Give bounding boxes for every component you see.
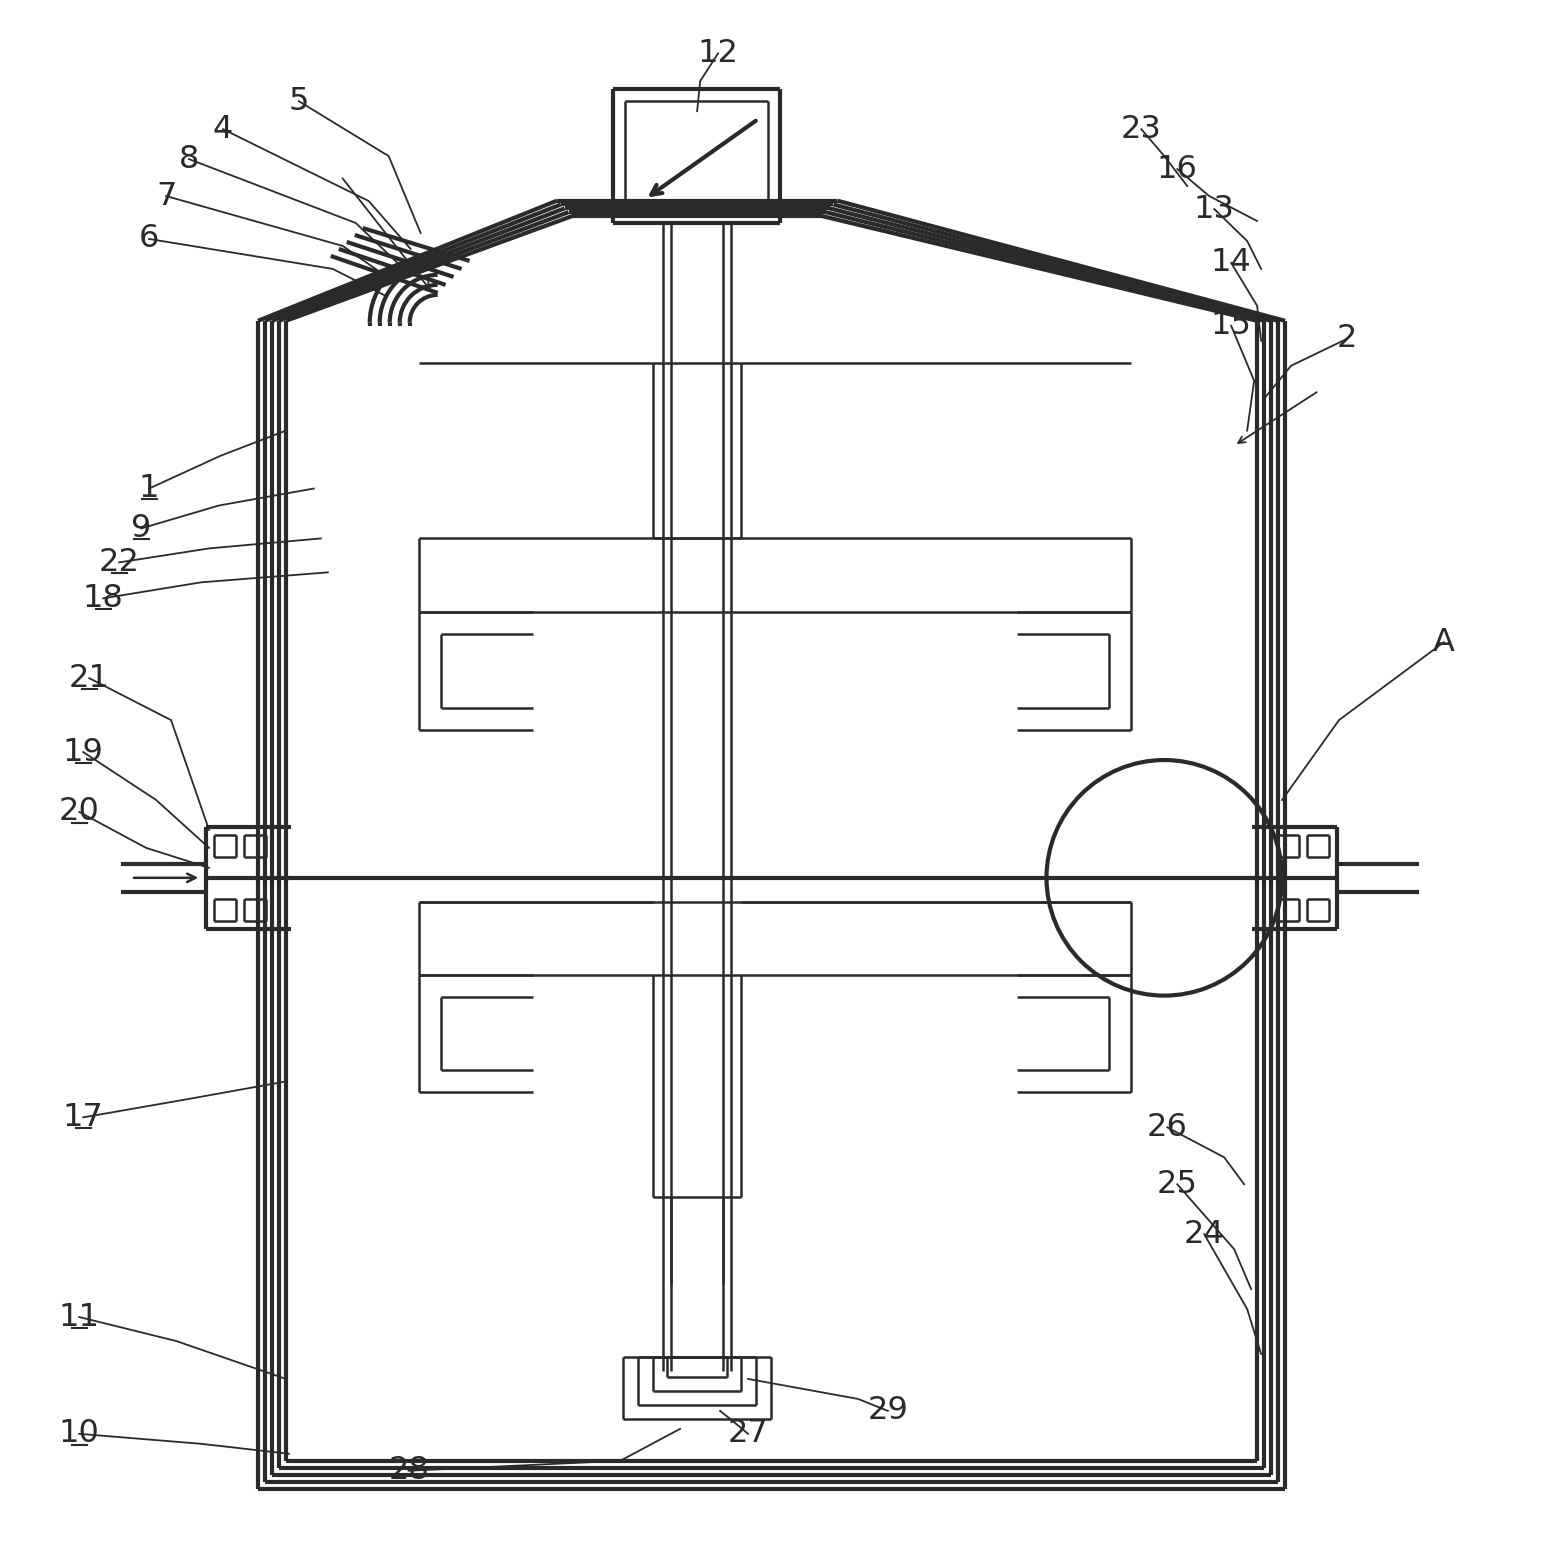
Text: 18: 18 — [83, 583, 124, 614]
Text: 15: 15 — [1210, 311, 1252, 342]
Text: 21: 21 — [69, 662, 110, 693]
Text: 2: 2 — [1337, 323, 1357, 354]
Text: 14: 14 — [1210, 247, 1252, 278]
Text: 8: 8 — [179, 143, 199, 174]
Text: 27: 27 — [727, 1419, 769, 1450]
Text: 26: 26 — [1147, 1111, 1187, 1142]
Text: 19: 19 — [63, 737, 103, 768]
Text: 22: 22 — [99, 547, 139, 578]
Text: 29: 29 — [868, 1395, 908, 1427]
Text: 11: 11 — [59, 1302, 100, 1332]
Text: 13: 13 — [1194, 194, 1235, 224]
Text: 10: 10 — [59, 1419, 100, 1450]
Text: 5: 5 — [289, 85, 309, 117]
Text: 1: 1 — [139, 472, 159, 503]
Text: 12: 12 — [698, 37, 738, 68]
Text: 24: 24 — [1184, 1218, 1224, 1249]
Text: 23: 23 — [1121, 113, 1161, 145]
Text: 9: 9 — [131, 513, 151, 544]
Text: 25: 25 — [1156, 1169, 1198, 1200]
Text: 16: 16 — [1156, 154, 1198, 185]
Text: 28: 28 — [388, 1455, 429, 1486]
Text: 17: 17 — [63, 1102, 103, 1133]
Text: 20: 20 — [59, 797, 100, 827]
Text: 7: 7 — [156, 180, 176, 211]
Text: 4: 4 — [213, 113, 233, 145]
Text: 6: 6 — [139, 224, 159, 255]
Text: A: A — [1433, 626, 1454, 657]
